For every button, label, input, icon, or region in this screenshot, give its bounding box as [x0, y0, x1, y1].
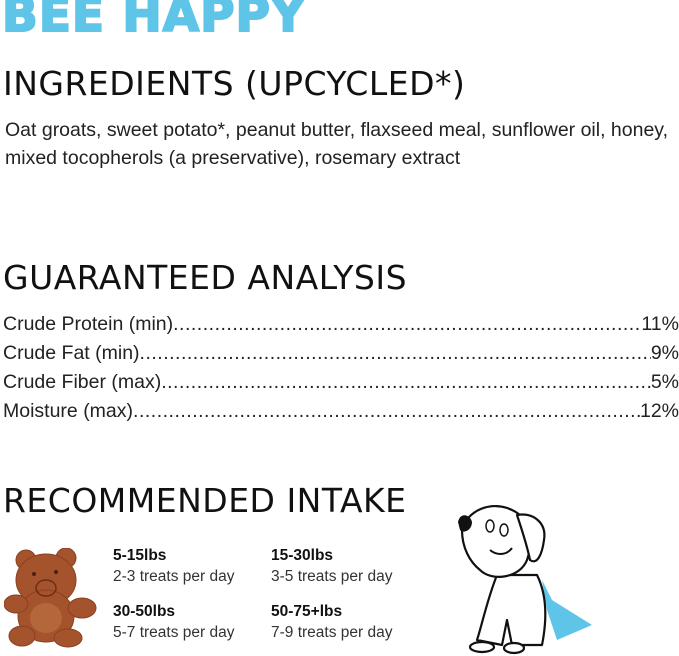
- intake-weight: 15-30lbs: [271, 547, 334, 564]
- bear-treat-image: [4, 548, 97, 648]
- intake-heading: RECOMMENDED INTAKE: [3, 481, 407, 520]
- intake-amount: 5-7 treats per day: [113, 624, 235, 641]
- analysis-value: 5%: [650, 371, 679, 393]
- analysis-value: 12%: [639, 400, 679, 422]
- intake-item: 5-15lbs 2-3 treats per day: [113, 545, 271, 587]
- analysis-label: Crude Fiber (max): [3, 371, 162, 393]
- intake-item: 30-50lbs 5-7 treats per day: [113, 601, 271, 643]
- analysis-table: Crude Protein (min) 11% Crude Fat (min) …: [3, 310, 679, 426]
- analysis-heading: GUARANTEED ANALYSIS: [3, 258, 408, 297]
- intake-amount: 7-9 treats per day: [271, 624, 393, 641]
- analysis-label: Crude Protein (min): [3, 313, 174, 335]
- intake-weight: 30-50lbs: [113, 603, 176, 620]
- analysis-row: Crude Fat (min) 9%: [3, 339, 679, 368]
- ingredients-text: Oat groats, sweet potato*, peanut butter…: [5, 119, 669, 169]
- intake-grid: 5-15lbs 2-3 treats per day 15-30lbs 3-5 tr…: [113, 545, 431, 643]
- analysis-value: 11%: [641, 313, 679, 335]
- intake-weight: 50-75+lbs: [271, 603, 343, 620]
- intake-item: 15-30lbs 3-5 treats per day: [271, 545, 431, 587]
- analysis-value: 9%: [650, 342, 679, 364]
- ingredients-heading: INGREDIENTS (UPCYCLED*): [3, 64, 466, 103]
- analysis-row: Crude Protein (min) 11%: [3, 310, 679, 339]
- brand-title: BEE HAPPY: [1, 0, 307, 44]
- intake-item: 50-75+lbs 7-9 treats per day: [271, 601, 431, 643]
- intake-amount: 3-5 treats per day: [271, 568, 393, 585]
- dog-mascot-image: [458, 505, 592, 655]
- analysis-row: Crude Fiber (max) 5%: [3, 368, 679, 397]
- intake-amount: 2-3 treats per day: [113, 568, 235, 585]
- intake-weight: 5-15lbs: [113, 547, 167, 564]
- analysis-row: Moisture (max) 12%: [3, 397, 679, 426]
- analysis-label: Crude Fat (min): [3, 342, 140, 364]
- analysis-label: Moisture (max): [3, 400, 134, 422]
